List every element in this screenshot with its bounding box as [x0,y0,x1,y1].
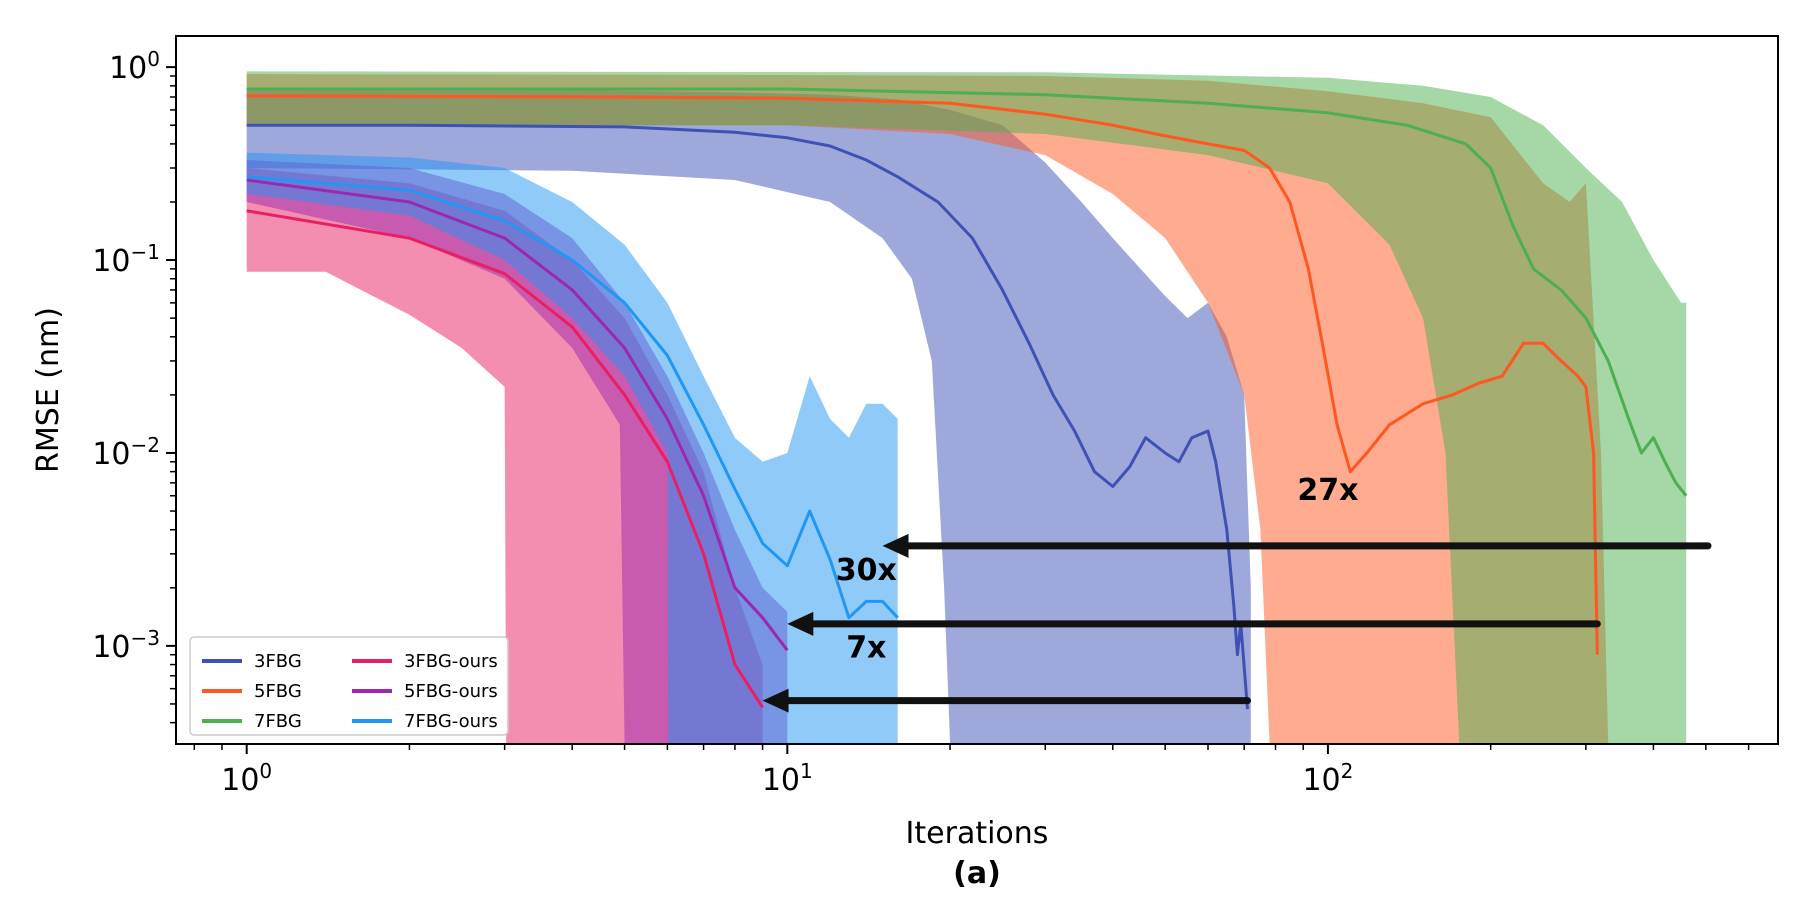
y-tick-label: 10−3 [92,626,160,665]
uncertainty-bands [246,71,1687,744]
figure-caption: (a) [953,856,1001,891]
legend: 3FBG 5FBG 7FBG 3FBG-ours 5FBG-ours 7FBG-ours [189,636,509,736]
legend-label-5fbg: 5FBG [254,681,302,702]
band-5fbg-ours [246,160,788,744]
annotation-label: 7x [846,631,886,666]
x-tick-label: 101 [762,759,813,798]
y-axis-label: RMSE (nm) [31,307,66,473]
x-axis-label: Iterations [906,816,1049,851]
y-tick-label: 10−2 [92,433,160,472]
x-tick-label: 100 [221,759,272,798]
band-5fbg [246,74,1609,744]
legend-box [189,636,509,736]
annotation-label: 27x [1297,473,1358,508]
line-5fbg [246,94,1599,655]
arrow-head-30x [787,611,814,636]
mean-lines [246,87,1688,710]
line-7fbg [246,87,1688,497]
line-3fbg-ours [246,209,764,709]
speedup-arrows: 27x 30x 7x [762,473,1712,713]
legend-label-3fbg: 3FBG [254,651,302,672]
band-7fbg [246,71,1687,744]
legend-label-5fbg-ours: 5FBG-ours [404,681,498,702]
arrow-head-27x [882,533,909,558]
line-7fbg-ours [246,175,899,620]
x-axis-ticks: 100 101 102 [193,744,1750,798]
line-5fbg-ours [246,178,789,652]
annotation-label: 30x [836,553,897,588]
y-axis-ticks: 100 10−1 10−2 10−3 [92,47,176,724]
plot-frame [175,35,1779,745]
y-tick-label: 100 [109,47,160,86]
x-tick-label: 102 [1302,759,1353,798]
band-3fbg [246,87,1251,744]
line-3fbg [246,123,1249,710]
legend-label-3fbg-ours: 3FBG-ours [404,651,498,672]
arrow-head-7x [762,688,789,713]
band-7fbg-ours [246,152,898,744]
y-tick-label: 10−1 [92,240,160,279]
legend-label-7fbg: 7FBG [254,711,302,732]
legend-label-7fbg-ours: 7FBG-ours [404,711,498,732]
